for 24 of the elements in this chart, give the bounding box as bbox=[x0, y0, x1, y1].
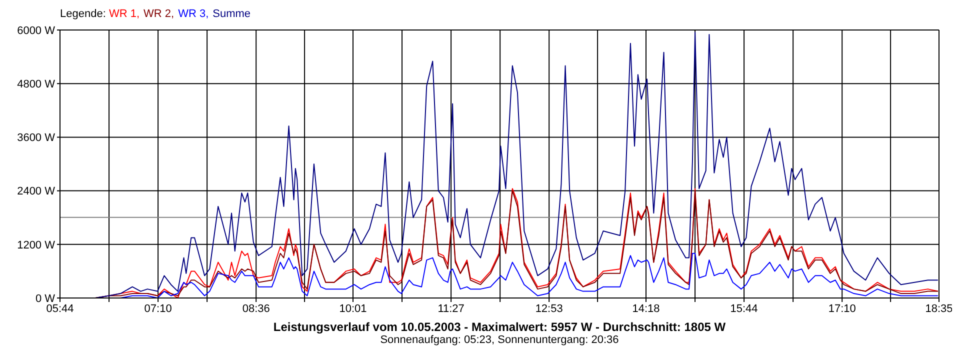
y-tick-label: 3600 W bbox=[17, 132, 56, 144]
text: WR 2, bbox=[144, 8, 174, 20]
y-tick-label: 6000 W bbox=[17, 24, 56, 37]
x-tick-label: 12:53 bbox=[535, 302, 563, 315]
y-tick-label: 0 W bbox=[35, 292, 56, 305]
text: Sonnenaufgang: 05:23, Sonnenuntergang: 20:36 bbox=[379, 334, 620, 347]
x-tick-label: 18:35 bbox=[925, 302, 953, 315]
text: WR 1, bbox=[108, 8, 140, 20]
x-tick-label: 14:18 bbox=[632, 302, 660, 315]
line-series bbox=[94, 32, 938, 298]
legend-title: Legende: bbox=[60, 8, 107, 20]
x-tick-label: 08:36 bbox=[242, 302, 270, 315]
x-tick-label: 11:27 bbox=[438, 302, 464, 315]
y-tick-label: 4800 W bbox=[17, 78, 56, 91]
x-tick-label: 15:44 bbox=[730, 302, 758, 315]
y-tick-label: 2400 W bbox=[17, 186, 56, 198]
text: Leistungsverlauf vom 10.05.2003 - Maximalwert: 5957 W - Durchschnitt: 1805 W bbox=[272, 320, 727, 334]
x-tick-label: 17:10 bbox=[828, 302, 856, 315]
x-tick-label: 10:01 bbox=[339, 302, 367, 315]
text: Summe bbox=[212, 8, 251, 20]
y-tick-label: 1200 W bbox=[17, 239, 56, 252]
x-tick-label: 05:44 bbox=[46, 302, 74, 315]
x-tick-label: 07:10 bbox=[144, 302, 172, 315]
text: WR 3, bbox=[178, 8, 209, 20]
